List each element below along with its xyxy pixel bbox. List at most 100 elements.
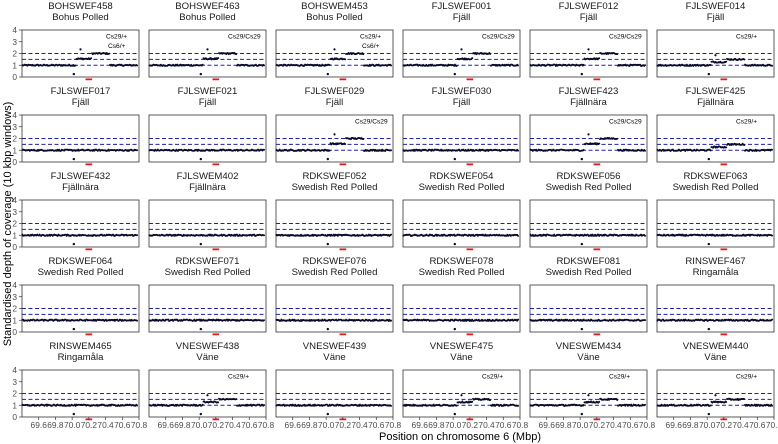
panel-subtitle: Swedish Red Polled xyxy=(419,182,505,193)
depth-point xyxy=(771,404,774,407)
depth-point xyxy=(598,400,601,403)
panel-subtitle: Swedish Red Polled xyxy=(292,267,378,278)
depth-points xyxy=(529,318,647,331)
x-tick-label: 70.8 xyxy=(131,420,148,430)
panel-title: FJLSWEF021 xyxy=(178,86,238,97)
panel-subtitle: Väne xyxy=(323,352,345,363)
panel-subtitle: Swedish Red Polled xyxy=(673,182,759,193)
depth-point xyxy=(489,52,492,55)
x-tick-label: 70.2 xyxy=(716,420,733,430)
panel-title: RINSWEM465 xyxy=(49,341,111,352)
x-tick-label: 70.0 xyxy=(318,420,335,430)
y-tick-label: 4 xyxy=(12,280,17,290)
depth-point xyxy=(582,149,585,151)
y-tick-label: 1 xyxy=(12,315,17,325)
y-tick-label: 4 xyxy=(12,25,17,35)
y-tick-label: 1 xyxy=(12,400,17,410)
depth-point xyxy=(90,57,93,60)
outlier-point xyxy=(453,327,457,331)
depth-points xyxy=(21,233,139,246)
panel-title: FJLSWEF017 xyxy=(51,86,111,97)
depth-point xyxy=(743,58,746,61)
depth-point xyxy=(644,64,647,67)
depth-point xyxy=(217,57,220,60)
x-tick-label: 70.4 xyxy=(351,420,368,430)
depth-point xyxy=(136,234,139,237)
panel-title: FJLSWEF012 xyxy=(559,1,619,12)
depth-point xyxy=(136,319,139,322)
depth-point xyxy=(390,319,393,322)
outlier-point xyxy=(333,133,336,136)
depth-points xyxy=(275,133,393,161)
depth-point xyxy=(263,148,266,151)
outlier-point xyxy=(587,48,590,51)
x-tick-label: 69.6 xyxy=(158,420,175,430)
x-tick-label: 70.8 xyxy=(385,420,402,430)
depth-point xyxy=(108,52,111,55)
depth-point xyxy=(217,401,220,404)
panel-subtitle: Swedish Red Polled xyxy=(165,267,251,278)
depth-point xyxy=(644,234,647,237)
panel-title: RDKSWEF071 xyxy=(176,256,240,267)
panel-subtitle: Swedish Red Polled xyxy=(546,267,632,278)
depth-point xyxy=(455,65,458,67)
y-tick-label: 2 xyxy=(12,49,17,59)
panel-title: FJLSWEF001 xyxy=(432,1,492,12)
depth-points xyxy=(529,133,647,161)
outlier-point xyxy=(580,412,584,416)
panel-subtitle: Bohus Polled xyxy=(52,12,109,23)
panel-title: RDKSWEF052 xyxy=(303,171,367,182)
depth-points xyxy=(148,394,266,416)
x-tick-label: 70.6 xyxy=(368,420,385,430)
outlier-point xyxy=(707,72,711,76)
depth-point xyxy=(136,64,139,67)
panel-title: RINSWEF467 xyxy=(685,256,745,267)
genotype-label: Cs6/+ xyxy=(362,43,380,50)
x-tick-label: 69.8 xyxy=(47,420,64,430)
depth-point xyxy=(517,234,520,237)
panel-title: RDKSWEF081 xyxy=(557,256,621,267)
panel-title: VNESWEF438 xyxy=(176,341,239,352)
depth-point xyxy=(390,404,393,407)
depth-point xyxy=(201,403,204,406)
depth-points xyxy=(148,233,266,246)
x-tick-label: 70.8 xyxy=(258,420,275,430)
x-tick-label: 70.6 xyxy=(495,420,512,430)
depth-point xyxy=(771,234,774,237)
depth-point xyxy=(582,63,585,66)
panel-subtitle: Väne xyxy=(704,352,726,363)
depth-point xyxy=(616,399,619,401)
depth-points xyxy=(275,48,393,76)
panel-subtitle: Bohus Polled xyxy=(306,12,363,23)
depth-point xyxy=(235,398,238,401)
panel-title: VNESWEF439 xyxy=(303,341,366,352)
outlier-point xyxy=(72,327,76,331)
panel-subtitle: Fjäll xyxy=(453,97,471,108)
x-axis-ticks: 69.6 69.8 70.0 70.2 70.4 70.6 70.8 69.6 69.8 70.0… xyxy=(31,417,778,430)
depth-points xyxy=(21,48,139,76)
x-tick-label: 70.2 xyxy=(589,420,606,430)
depth-point xyxy=(709,64,712,66)
genotype-label: Cs29/+ xyxy=(228,374,249,381)
depth-point xyxy=(582,404,585,406)
genotype-label: Cs29/+ xyxy=(736,374,757,381)
x-tick-label: 70.6 xyxy=(114,420,131,430)
outlier-point xyxy=(460,394,463,397)
y-tick-label: 2 xyxy=(12,304,17,314)
outlier-point xyxy=(707,327,711,331)
depth-point xyxy=(362,53,365,56)
depth-point xyxy=(616,53,619,56)
genotype-label: Cs29/+ xyxy=(736,34,757,41)
depth-points xyxy=(529,233,647,246)
depth-points xyxy=(148,318,266,331)
panel-title: FJLSWEF423 xyxy=(559,86,619,97)
outlier-point xyxy=(199,412,203,416)
